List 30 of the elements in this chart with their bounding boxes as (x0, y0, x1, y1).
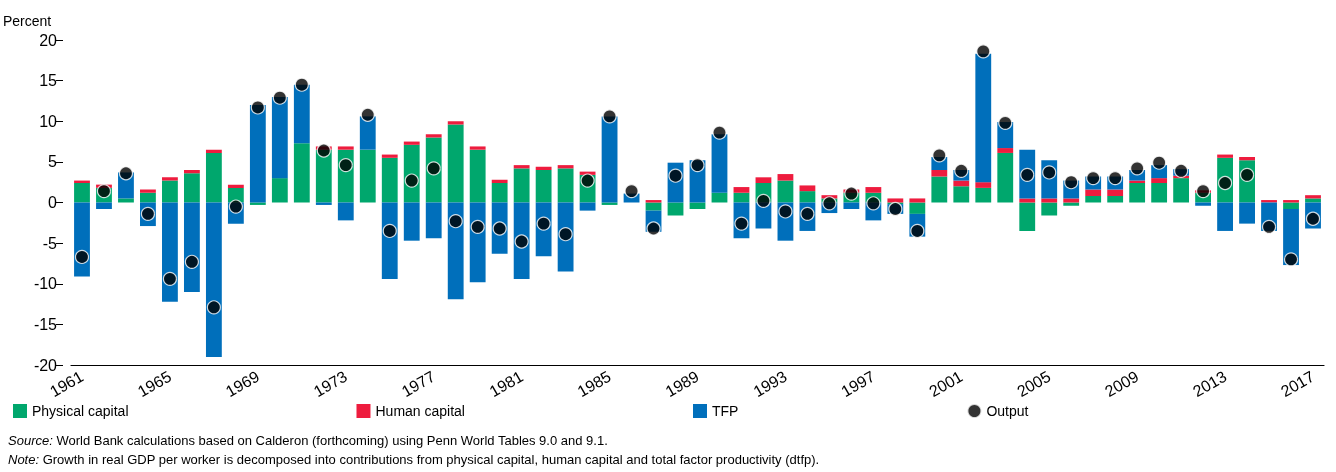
y-tick-label: -5 (42, 234, 58, 252)
x-tick-label: 1985 (574, 367, 614, 401)
x-tick-label: 1965 (134, 367, 175, 401)
y-axis-title: Percent (3, 13, 52, 29)
y-tick-label: 5 (48, 153, 58, 171)
y-tick-label: -20 (33, 356, 58, 374)
x-tick-label: 2005 (1014, 367, 1054, 401)
y-tick-label: -15 (33, 315, 58, 333)
y-tick-label: 20 (39, 31, 58, 49)
y-tick-label: 15 (39, 72, 58, 90)
x-tick-label: 1977 (398, 367, 439, 401)
x-tick-label: 1993 (750, 367, 790, 401)
source-note: Source: World Bank calculations based on Calderon (forthcoming) using Penn World Tables 9.0 and 9.1. (8, 433, 608, 448)
y-tick-label: -10 (33, 275, 58, 293)
x-tick-label: 1981 (486, 367, 526, 401)
y-tick-label: 0 (48, 194, 58, 211)
x-tick-label: 2009 (1102, 367, 1142, 401)
x-tick-label: 1997 (838, 367, 878, 401)
x-tick-label: 2017 (1277, 367, 1318, 401)
x-tick-label: 2013 (1190, 367, 1230, 401)
legend-label: TFP (711, 403, 739, 419)
legend-label: Output (986, 403, 1029, 419)
text: Note: Growth in real GDP per worker is decomposed into contributions from physical capital, human capital and total factor productivity (dtfp). (8, 452, 820, 467)
x-tick-label: 1989 (662, 367, 702, 401)
x-tick-label: 1973 (310, 367, 351, 401)
x-tick-label: 1969 (222, 367, 263, 401)
y-tick-label: 10 (39, 112, 58, 130)
x-tick-label: 2001 (926, 367, 966, 401)
legend-label: Human capital (375, 403, 465, 419)
legend-label: Physical capital (32, 403, 129, 419)
